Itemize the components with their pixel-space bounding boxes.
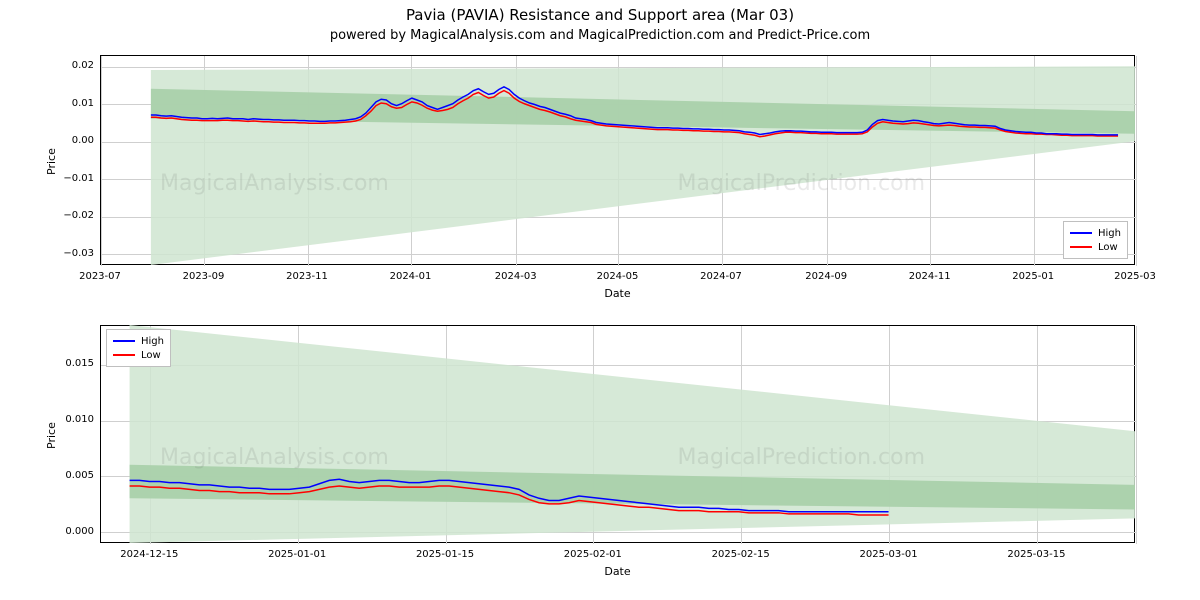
legend-label: Low: [141, 350, 161, 361]
xtick-label: 2024-09: [786, 271, 866, 282]
grid-line-v: [298, 326, 299, 544]
x-axis-label: Date: [568, 565, 668, 578]
legend-swatch: [113, 354, 135, 356]
grid-line-v: [593, 326, 594, 544]
figure-container: Pavia (PAVIA) Resistance and Support are…: [0, 0, 1200, 600]
xtick-label: 2024-12-15: [109, 549, 189, 560]
grid-line-v: [618, 56, 619, 266]
grid-line-v: [741, 326, 742, 544]
xtick-label: 2025-01: [993, 271, 1073, 282]
xtick-label: 2025-03: [1095, 271, 1175, 282]
legend-swatch: [1070, 246, 1092, 248]
xtick-label: 2025-01-15: [405, 549, 485, 560]
ytick-label: 0.00: [44, 135, 94, 146]
ytick-label: 0.02: [44, 60, 94, 71]
grid-line-v: [308, 56, 309, 266]
watermark-text: MagicalPrediction.com: [678, 171, 926, 196]
watermark-text: MagicalAnalysis.com: [160, 445, 389, 470]
y-axis-label: Price: [45, 422, 58, 449]
figure-title: Pavia (PAVIA) Resistance and Support are…: [0, 6, 1200, 24]
xtick-label: 2023-09: [164, 271, 244, 282]
grid-line-h: [101, 476, 1136, 477]
xtick-label: 2025-03-01: [849, 549, 929, 560]
legend-item: High: [1070, 226, 1121, 240]
xtick-label: 2025-03-15: [996, 549, 1076, 560]
ytick-label: 0.000: [44, 526, 94, 537]
grid-line-v: [827, 56, 828, 266]
xtick-label: 2024-05: [578, 271, 658, 282]
watermark-text: MagicalAnalysis.com: [160, 171, 389, 196]
legend-label: Low: [1098, 242, 1118, 253]
grid-line-v: [722, 56, 723, 266]
watermark-text: MagicalPrediction.com: [678, 445, 926, 470]
chart-panel-top: [100, 55, 1135, 265]
ytick-label: 0.015: [44, 358, 94, 369]
ytick-label: 0.005: [44, 470, 94, 481]
xtick-label: 2023-07: [60, 271, 140, 282]
legend-top: High Low: [1063, 221, 1128, 259]
grid-line-h: [101, 532, 1136, 533]
grid-line-v: [516, 56, 517, 266]
grid-line-v: [101, 56, 102, 266]
y-axis-label: Price: [45, 148, 58, 175]
xtick-label: 2023-11: [267, 271, 347, 282]
ytick-label: 0.01: [44, 98, 94, 109]
grid-line-v: [1136, 326, 1137, 544]
grid-line-v: [411, 56, 412, 266]
grid-line-v: [889, 326, 890, 544]
figure-subtitle: powered by MagicalAnalysis.com and Magic…: [0, 28, 1200, 43]
grid-line-v: [1136, 56, 1137, 266]
legend-swatch: [113, 340, 135, 342]
x-axis-label: Date: [568, 287, 668, 300]
legend-swatch: [1070, 232, 1092, 234]
xtick-label: 2024-11: [890, 271, 970, 282]
legend-bottom: High Low: [106, 329, 171, 367]
grid-line-v: [204, 56, 205, 266]
xtick-label: 2025-01-01: [257, 549, 337, 560]
grid-line-h: [101, 421, 1136, 422]
grid-line-v: [930, 56, 931, 266]
grid-line-h: [101, 365, 1136, 366]
xtick-label: 2025-02-15: [701, 549, 781, 560]
grid-line-v: [1034, 56, 1035, 266]
legend-label: High: [141, 336, 164, 347]
legend-item: High: [113, 334, 164, 348]
ytick-label: −0.03: [44, 248, 94, 259]
xtick-label: 2024-01: [371, 271, 451, 282]
chart-panel-bottom: [100, 325, 1135, 543]
xtick-label: 2025-02-01: [553, 549, 633, 560]
legend-item: Low: [113, 348, 164, 362]
xtick-label: 2024-03: [476, 271, 556, 282]
legend-label: High: [1098, 228, 1121, 239]
grid-line-v: [1037, 326, 1038, 544]
xtick-label: 2024-07: [681, 271, 761, 282]
legend-item: Low: [1070, 240, 1121, 254]
ytick-label: −0.02: [44, 210, 94, 221]
grid-line-v: [446, 326, 447, 544]
